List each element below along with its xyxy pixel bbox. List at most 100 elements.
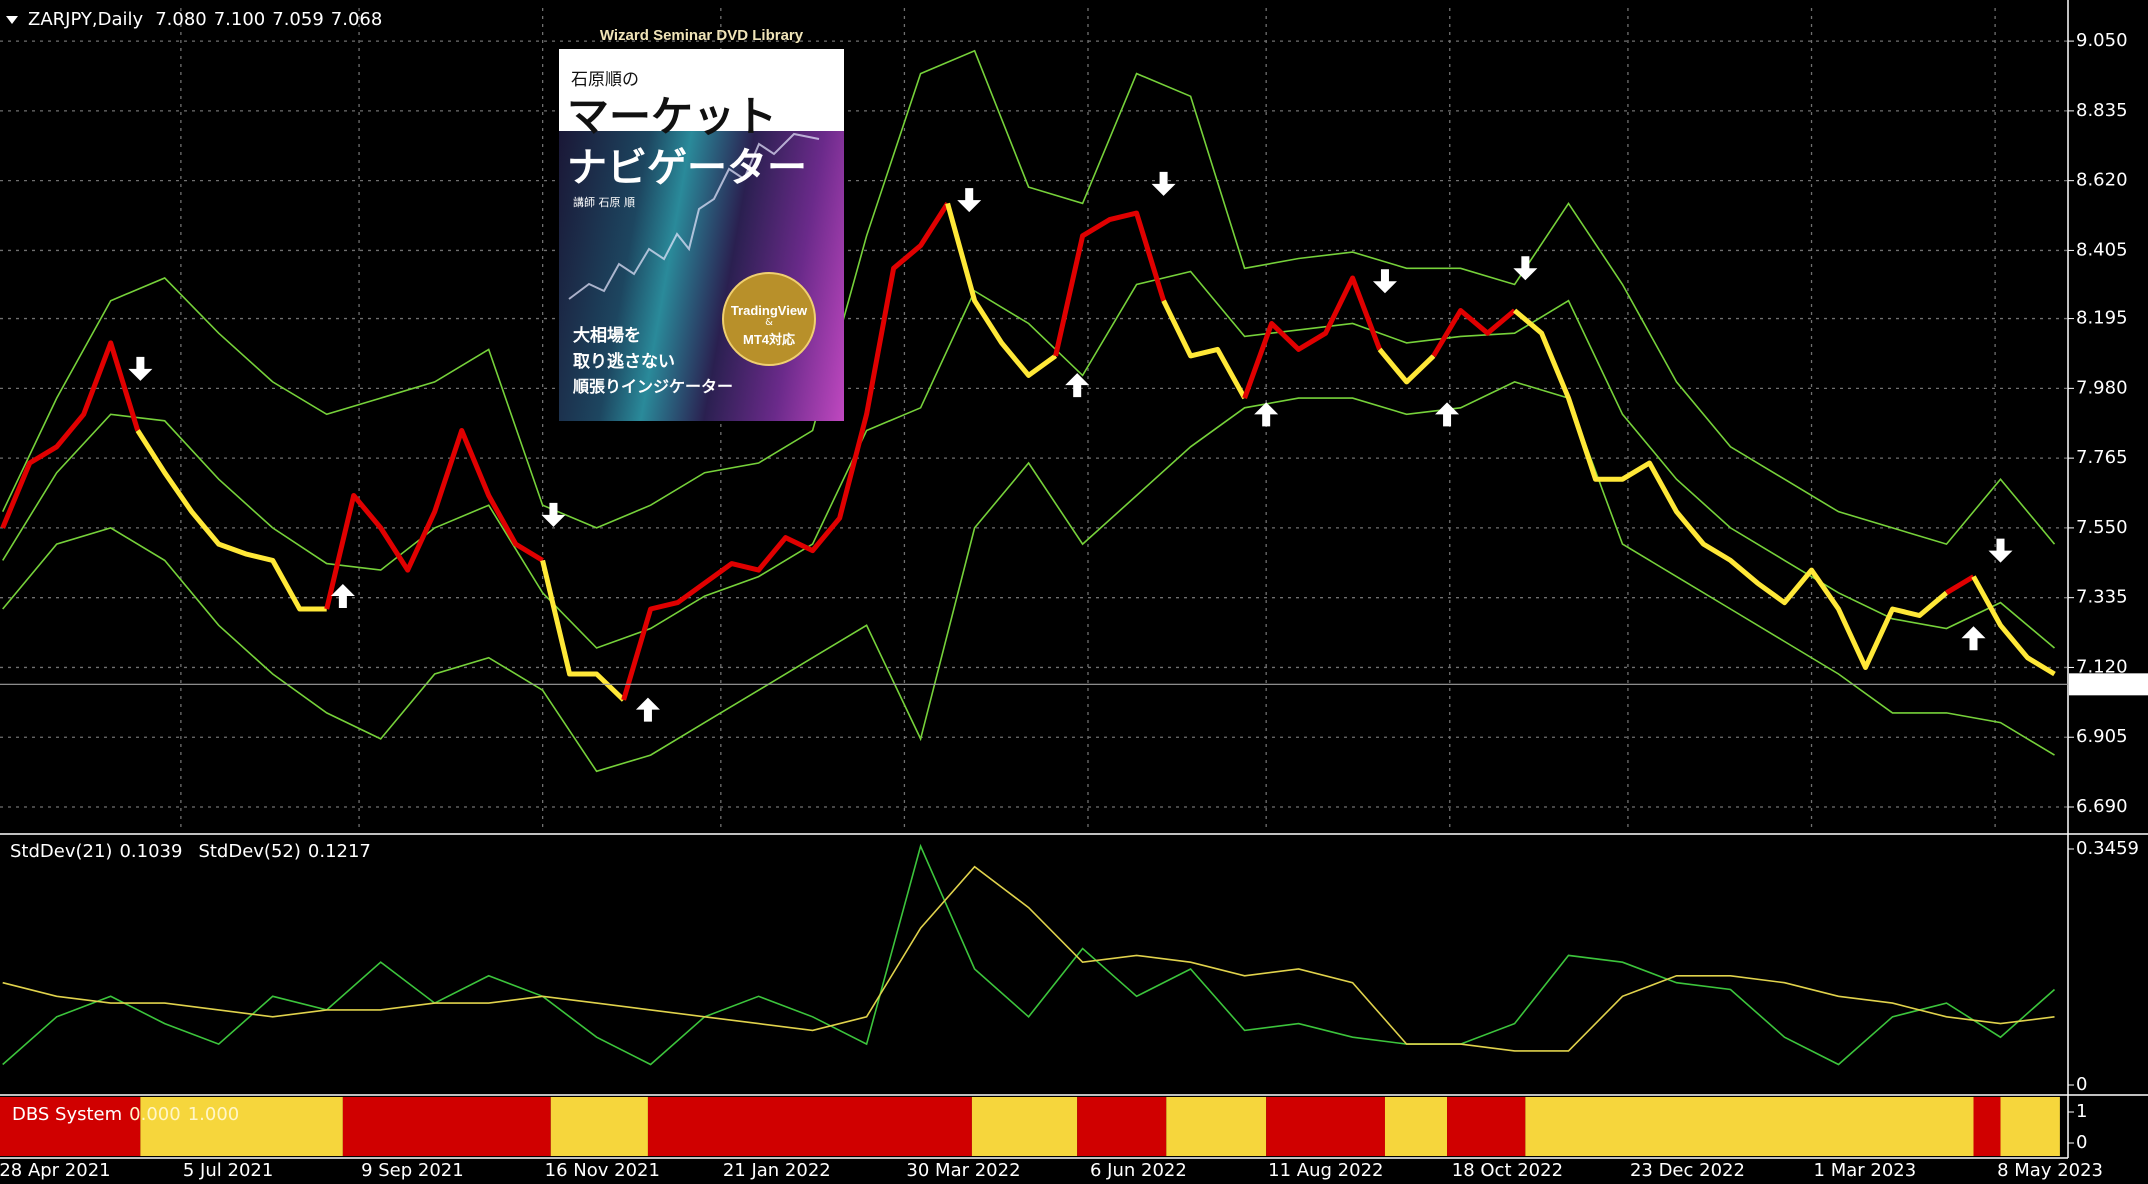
x-tick-label: 18 Oct 2022 [1452,1160,1563,1181]
band-line [1,49,2056,546]
y-tick-label: 7.335 [2076,587,2128,608]
indicator-header: DBS System 0.000 1.000 [12,1104,239,1125]
price-line [1431,308,1517,358]
state-block [1166,1097,1267,1156]
price-line [1377,347,1436,385]
current-price-box [2069,673,2148,696]
indicator-line [2,865,2055,1052]
x-tick-label: 16 Nov 2021 [545,1160,660,1181]
ad-author: 石原順の [571,70,639,90]
legend-name: StdDev(21) [10,841,112,862]
signal-arrow [635,697,660,722]
y-tick-label: 6.690 [2076,796,2128,817]
signal-arrow [1065,373,1090,398]
signal-arrow [128,356,153,381]
ad-tagline: 順張りインジケーター [573,377,734,396]
y-tick-label: 7.765 [2076,447,2128,468]
x-tick-label: 6 Jun 2022 [1090,1160,1187,1181]
indicator-value: 1.000 [188,1104,240,1125]
x-tick-label: 23 Dec 2022 [1630,1160,1745,1181]
y-tick-label: 7.980 [2076,377,2128,398]
y-tick-label: 8.405 [2076,239,2128,260]
band-line [2,381,2055,773]
x-tick-label: 8 May 2023 [1997,1160,2103,1181]
state-block [140,1097,343,1156]
ad-title: ナビゲーター [567,145,807,191]
y-tick-label: 8.620 [2076,170,2128,191]
chart-header: ZARJPY,Daily 7.080 7.100 7.059 7.068 [28,9,382,30]
price-line [1242,275,1382,399]
price-line [540,559,626,702]
y-tick-label: 7.120 [2076,656,2128,677]
state-block [2000,1097,2060,1156]
signal-arrow [1151,171,1176,196]
ad-header [559,49,844,131]
symbol: ZARJPY,Daily [28,9,144,30]
open: 7.080 [155,9,207,30]
state-block [1077,1097,1167,1156]
state-block [1384,1097,1448,1156]
high: 7.100 [214,9,266,30]
x-tick-label: 9 Sep 2021 [361,1160,464,1181]
legend-name: StdDev(52) [198,841,300,862]
ad-lecturer: 講師 石原 順 [573,196,635,209]
y-tick-label: 8.835 [2076,100,2128,121]
price-line [1161,299,1247,400]
signal-arrow [1254,402,1279,427]
indicator-value: 0.000 [129,1104,181,1125]
state-block [342,1097,551,1156]
legend-value: 0.1217 [308,841,371,862]
price-line [1053,210,1166,357]
ad-decoration [568,132,820,366]
y-tick-label: 1 [2076,1101,2087,1122]
signal-arrow [1988,538,2013,563]
plot: 9.050 8.835 8.620 8.405 8.195 7.980 7.765 7.550… [0,8,2148,1181]
signal-arrow [1372,269,1397,294]
ad-title: マーケット [567,92,778,141]
y-tick-label: 0 [2076,1132,2087,1153]
indicator-line [2,843,2056,1066]
x-tick-label: 5 Jul 2021 [183,1160,273,1181]
indicator-name: DBS System [12,1104,122,1125]
ad-tagline: 大相場を [573,326,641,346]
indicator-header: StdDev(21) 0.1039 StdDev(52) 0.1217 [10,841,371,862]
price-line [1512,308,1949,670]
price-line [135,429,327,612]
price-line [324,428,544,610]
y-tick-label: 0 [2076,1074,2087,1095]
x-tick-label: 11 Aug 2022 [1268,1160,1383,1181]
menu-icon [6,16,18,24]
signal-arrow [1961,626,1986,651]
x-tick-label: 30 Mar 2022 [906,1160,1020,1181]
state-block [1266,1097,1385,1156]
ad-graph [568,132,820,300]
price-line [1971,575,2056,677]
ad-badge-text: MT4対応 [742,332,795,347]
x-tick-label: 21 Jan 2022 [723,1160,831,1181]
state-block [647,1097,972,1156]
close: 7.068 [331,9,383,30]
state-block [1447,1097,1526,1156]
signal-arrow [1513,256,1538,281]
y-tick-label: 0.3459 [2076,838,2139,859]
y-tick-label: 7.550 [2076,517,2128,538]
state-block [971,1097,1078,1156]
x-tick-label: 1 Mar 2023 [1814,1160,1917,1181]
ad-cover: 石原順の マーケット ナビゲーター 講師 石原 順 TradingView & … [559,49,844,421]
y-tick-label: 6.905 [2076,726,2128,747]
y-tick-label: 9.050 [2076,30,2128,51]
x-tick-label: 28 Apr 2021 [0,1160,111,1181]
ad-tagline: 取り逃さない [573,352,675,372]
ad-badge [722,272,816,366]
state-block [550,1097,648,1156]
price-line [0,340,141,529]
low: 7.059 [272,9,324,30]
ad-badge-text: & [765,317,773,328]
ad-library: Wizard Seminar DVD Library [599,27,804,44]
state-block [0,1097,141,1156]
ad-badge-text: TradingView [730,303,808,318]
price-line [621,202,950,701]
band-line [2,270,2056,649]
state-block [1973,1097,2001,1156]
